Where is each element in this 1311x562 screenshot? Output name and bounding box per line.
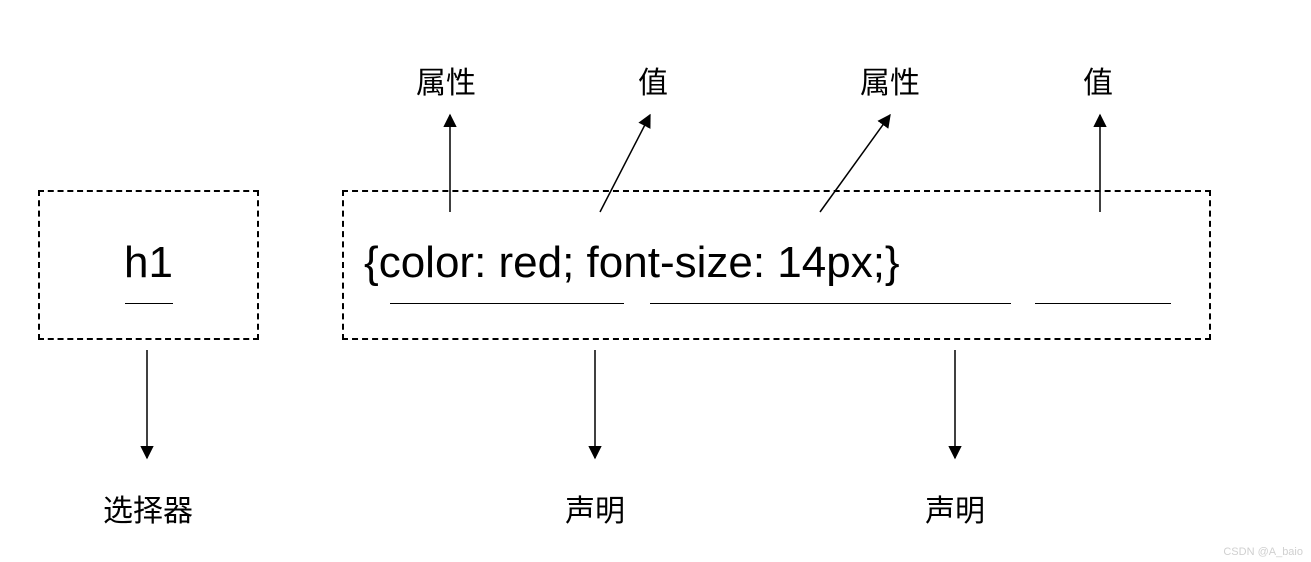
selector-box: h1 bbox=[38, 190, 259, 340]
diagram-stage: h1 {color: red; font-size: 14px;} 属性 值 属… bbox=[0, 0, 1311, 562]
underline-decl1 bbox=[390, 303, 624, 304]
underline-selector bbox=[125, 303, 173, 304]
declaration-box: {color: red; font-size: 14px;} bbox=[342, 190, 1211, 340]
label-selector: 选择器 bbox=[103, 486, 193, 530]
label-property-1: 属性 bbox=[416, 58, 476, 102]
label-value-2: 值 bbox=[1083, 58, 1113, 102]
underline-decl2 bbox=[650, 303, 1011, 304]
label-declaration-2: 声明 bbox=[925, 486, 985, 530]
declaration-text: {color: red; font-size: 14px;} bbox=[364, 241, 900, 285]
underline-decl3 bbox=[1035, 303, 1171, 304]
label-value-1: 值 bbox=[638, 58, 668, 102]
label-declaration-1: 声明 bbox=[565, 486, 625, 530]
selector-text: h1 bbox=[40, 241, 257, 285]
label-property-2: 属性 bbox=[860, 58, 920, 102]
watermark: CSDN @A_baio bbox=[1223, 546, 1303, 558]
